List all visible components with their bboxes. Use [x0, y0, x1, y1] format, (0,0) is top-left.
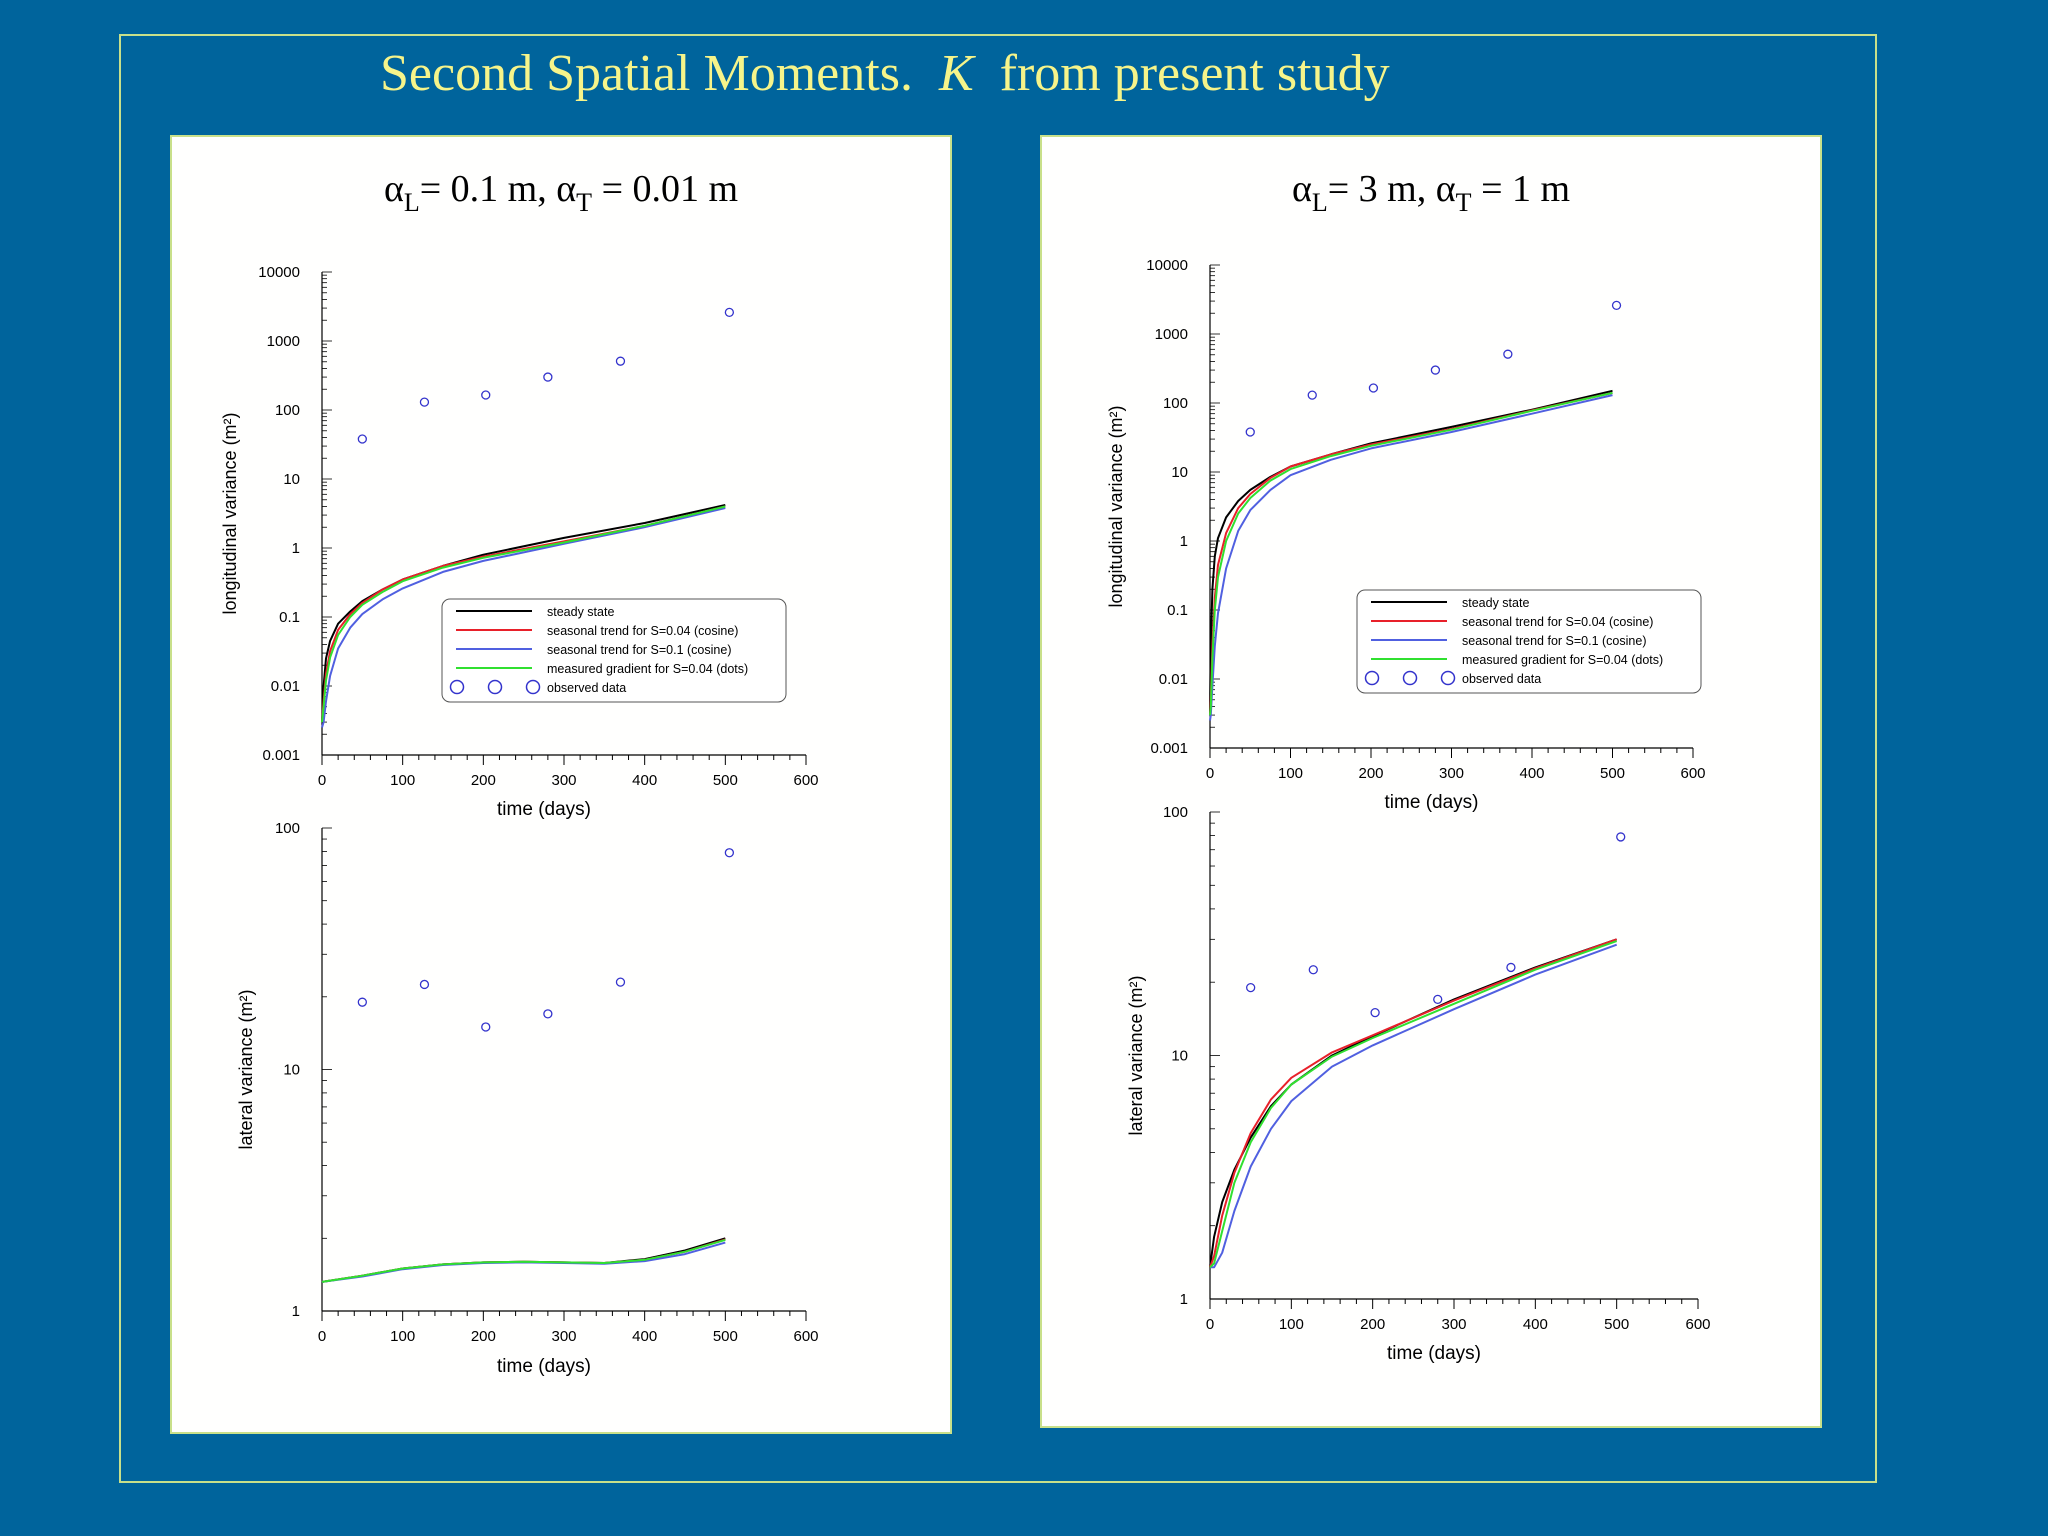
slide-title: Second Spatial Moments. K from present s… [380, 44, 1390, 103]
panel-left: αL= 0.1 m, αT = 0.01 m [170, 135, 952, 1434]
panel-right-title: αL= 3 m, αT = 1 m [1291, 168, 1571, 217]
panel-right: αL= 3 m, αT = 1 m [1040, 135, 1822, 1428]
panel-left-title: αL= 0.1 m, αT = 0.01 m [383, 168, 739, 217]
title-k: K [938, 45, 974, 102]
title-tail: from present study [999, 45, 1390, 102]
slide-frame [119, 34, 1877, 1483]
title-main: Second Spatial Moments. [380, 45, 913, 102]
